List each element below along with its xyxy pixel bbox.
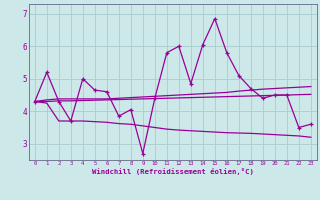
X-axis label: Windchill (Refroidissement éolien,°C): Windchill (Refroidissement éolien,°C) — [92, 168, 254, 175]
